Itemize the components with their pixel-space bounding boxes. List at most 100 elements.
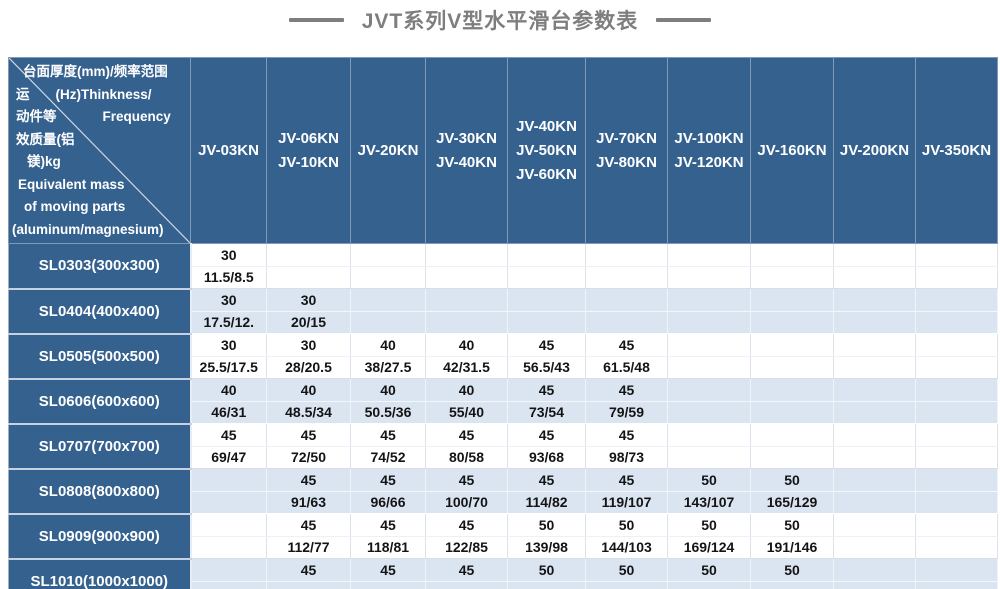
- value-cell-thickness: 50: [750, 558, 834, 582]
- corner-text-part: Frequency: [102, 109, 171, 124]
- table-row: 25.5/17.5 28/20.5 38/27.5 42/31.5 56.5/43 61.…: [9, 356, 998, 379]
- value-cell-frequency: [667, 356, 751, 379]
- value-cell-thickness: [190, 468, 267, 492]
- value-cell-thickness: [750, 423, 834, 447]
- corner-text-part: (Hz)Thinkness/: [55, 86, 152, 102]
- value-cell-frequency: [667, 446, 751, 469]
- title-bar: JVT系列V型水平滑台参数表: [0, 2, 1000, 38]
- value-cell-thickness: 40: [190, 378, 267, 402]
- value-cell-frequency: [667, 266, 751, 289]
- value-cell-thickness: [350, 288, 426, 312]
- value-cell-frequency: 25.5/17.5: [190, 356, 267, 379]
- column-header-8: JV-160KN: [750, 57, 834, 244]
- value-cell-thickness: 45: [350, 423, 426, 447]
- value-cell-frequency: 165/129: [750, 491, 834, 514]
- value-cell-thickness: [507, 243, 586, 267]
- value-cell-frequency: [833, 401, 916, 424]
- column-header-7: JV-100KN JV-120KN: [667, 57, 751, 244]
- value-cell-thickness: 50: [507, 513, 586, 537]
- value-cell-frequency: 74/52: [350, 446, 426, 469]
- value-cell-thickness: [915, 513, 998, 537]
- value-cell-thickness: [915, 243, 998, 267]
- corner-text-line: of moving parts: [24, 199, 126, 214]
- row-label: SL0808(800x800): [8, 468, 192, 515]
- value-cell-thickness: [667, 378, 751, 402]
- value-cell-thickness: [750, 288, 834, 312]
- value-cell-frequency: 91/63: [266, 491, 351, 514]
- value-cell-thickness: 40: [425, 378, 508, 402]
- value-cell-frequency: 122/85: [425, 536, 508, 559]
- table-row: SL1010(1000x1000) 45 45 45 50 50 50 50: [8, 558, 998, 589]
- value-cell-frequency: [750, 446, 834, 469]
- value-cell-frequency: [190, 581, 267, 589]
- value-cell-frequency: [750, 401, 834, 424]
- value-cell-thickness: [833, 558, 916, 582]
- value-cell-frequency: 20/15: [266, 311, 351, 334]
- value-cell-frequency: [915, 266, 998, 289]
- column-header-2: JV-06KN JV-10KN: [266, 57, 351, 244]
- column-header-line: JV-350KN: [921, 141, 992, 159]
- value-cell-frequency: [266, 266, 351, 289]
- value-cell-frequency: [750, 356, 834, 379]
- value-cell-thickness: 30: [190, 333, 267, 357]
- value-cell-thickness: [833, 378, 916, 402]
- value-cell-thickness: [667, 243, 751, 267]
- value-cell-frequency: [833, 536, 916, 559]
- table-row: SL0404(400x400) 30 30: [8, 288, 998, 335]
- value-cell-thickness: 45: [507, 333, 586, 357]
- value-cell-thickness: [667, 333, 751, 357]
- value-cell-frequency: [833, 581, 916, 589]
- value-cell-frequency: 46/31: [190, 401, 267, 424]
- value-cell-thickness: 30: [266, 333, 351, 357]
- table-row: SL0707(700x700) 45 45 45 45 45 45: [8, 423, 998, 470]
- column-header-line: JV-70KN: [596, 129, 657, 147]
- value-cell-thickness: 50: [750, 513, 834, 537]
- diagonal-divider-line: [9, 58, 190, 243]
- value-cell-thickness: 45: [350, 513, 426, 537]
- value-cell-thickness: [350, 243, 426, 267]
- value-cell-thickness: 45: [350, 558, 426, 582]
- value-cell-frequency: [915, 446, 998, 469]
- corner-text: 台面厚度(mm)/频率范围 运 (Hz)Thinkness/ 动件等 Frequen…: [10, 59, 190, 242]
- value-cell-frequency: [425, 581, 508, 589]
- value-cell-thickness: 50: [585, 558, 668, 582]
- column-header-line: JV-10KN: [278, 153, 339, 171]
- value-cell-thickness: [833, 333, 916, 357]
- corner-text-line: 动件等 Frequency: [10, 106, 190, 129]
- value-cell-thickness: 50: [750, 468, 834, 492]
- value-cell-thickness: [915, 468, 998, 492]
- row-label: SL0303(300x300): [8, 243, 192, 290]
- value-cell-thickness: 45: [585, 333, 668, 357]
- value-cell-frequency: [750, 581, 834, 589]
- value-cell-frequency: [585, 311, 668, 334]
- column-header-line: JV-50KN: [516, 141, 577, 159]
- value-cell-thickness: 45: [425, 423, 508, 447]
- table-row: 69/47 72/50 74/52 80/58 93/68 98/73: [9, 446, 998, 469]
- column-header-line: JV-100KN: [674, 129, 744, 147]
- value-cell-frequency: 11.5/8.5: [190, 266, 267, 289]
- value-cell-frequency: 112/77: [266, 536, 351, 559]
- value-cell-frequency: 143/107: [667, 491, 751, 514]
- column-header-1: JV-03KN: [190, 57, 267, 244]
- value-cell-frequency: 72/50: [266, 446, 351, 469]
- row-label: SL0606(600x600): [8, 378, 192, 425]
- column-header-10: JV-350KN: [915, 57, 998, 244]
- table-row: SL0303(300x300) 30: [8, 243, 998, 290]
- value-cell-thickness: [266, 243, 351, 267]
- value-cell-thickness: 50: [667, 468, 751, 492]
- row-label: SL1010(1000x1000): [8, 558, 192, 589]
- value-cell-thickness: [750, 378, 834, 402]
- column-header-line: JV-160KN: [757, 141, 827, 159]
- value-cell-thickness: 50: [667, 558, 751, 582]
- value-cell-thickness: [585, 288, 668, 312]
- value-cell-frequency: 169/124: [667, 536, 751, 559]
- table-row: 11.5/8.5: [9, 266, 998, 289]
- corner-text-line: 镁)kg: [27, 154, 61, 169]
- value-cell-frequency: [750, 266, 834, 289]
- value-cell-thickness: 50: [585, 513, 668, 537]
- value-cell-thickness: 45: [266, 513, 351, 537]
- value-cell-frequency: [750, 311, 834, 334]
- value-cell-thickness: 45: [425, 558, 508, 582]
- value-cell-frequency: 38/27.5: [350, 356, 426, 379]
- column-header-line: JV-200KN: [839, 141, 910, 159]
